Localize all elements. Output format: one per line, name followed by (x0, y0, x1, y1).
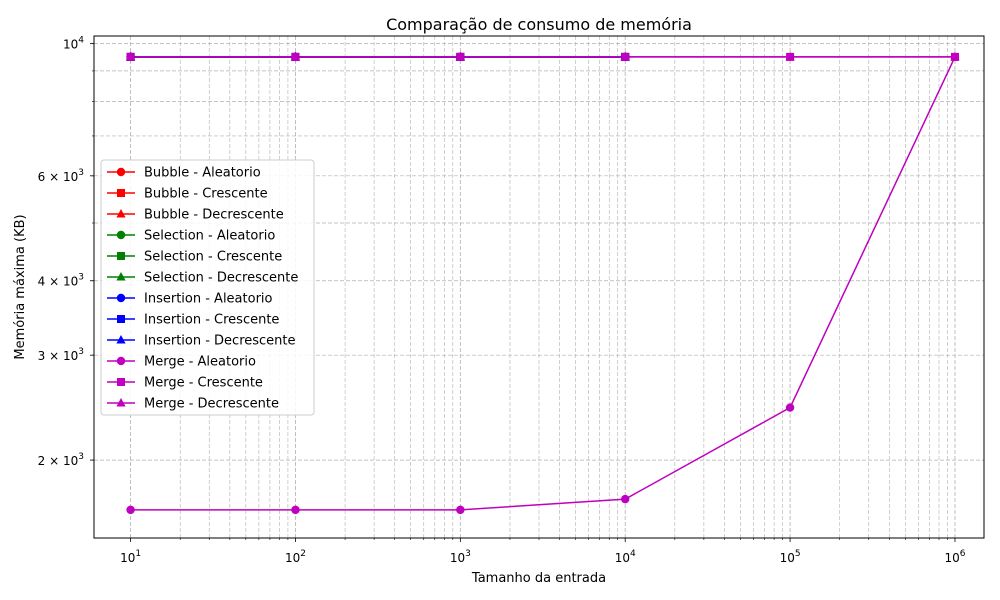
data-point-merge-decrescente (290, 51, 301, 61)
legend-label: Selection - Aleatorio (144, 229, 275, 244)
legend-label: Selection - Crescente (144, 250, 282, 265)
legend-box (100, 159, 315, 416)
legend-marker (116, 272, 126, 281)
legend-marker (116, 209, 126, 218)
legend-label: Bubble - Aleatorio (144, 166, 261, 181)
data-point-merge-aleatorio (126, 505, 135, 515)
legend-label: Insertion - Aleatorio (144, 292, 273, 307)
x-tick-label: 106 (944, 549, 965, 565)
y-axis-ticks: 2 × 103 3 × 103 4 × 103 6 × 103 104 (38, 36, 94, 468)
legend-label: Merge - Crescente (144, 376, 263, 391)
legend-marker (116, 398, 126, 407)
x-tick-label: 102 (285, 549, 306, 565)
series-lines (130, 56, 956, 511)
grid (94, 36, 984, 538)
legend-label: Merge - Decrescente (144, 397, 279, 412)
legend-marker (116, 293, 126, 303)
y-tick-label: 2 × 103 (38, 452, 84, 468)
data-point-merge-aleatorio (621, 494, 630, 504)
legend: Bubble - Aleatorio Bubble - Crescente Bubb… (100, 159, 315, 416)
data-point-merge-decrescente (125, 51, 136, 61)
legend-label: Merge - Aleatorio (144, 355, 256, 370)
legend-label: Insertion - Decrescente (144, 334, 296, 349)
legend-marker (117, 189, 125, 197)
legend-marker (116, 356, 126, 366)
y-tick-label: 4 × 103 (38, 273, 84, 289)
legend-label: Bubble - Crescente (144, 187, 268, 202)
y-axis-label: Memória máxima (KB) (13, 214, 28, 359)
y-tick-label: 3 × 103 (38, 347, 84, 363)
x-tick-label: 103 (450, 549, 471, 565)
x-tick-label: 101 (120, 549, 141, 565)
data-point-merge-aleatorio (785, 403, 795, 412)
legend-label: Bubble - Decrescente (144, 208, 284, 223)
legend-label: Insertion - Crescente (144, 313, 279, 328)
legend-marker (116, 335, 126, 344)
x-tick-label: 104 (615, 549, 636, 565)
data-point-merge-aleatorio (291, 505, 300, 515)
legend-label: Selection - Decrescente (144, 271, 298, 286)
data-point-merge-decrescente (950, 51, 960, 61)
y-tick-label: 6 × 103 (38, 168, 84, 184)
legend-marker (117, 378, 125, 386)
legend-marker (117, 252, 125, 260)
series-line-merge-aleatorio (130, 56, 956, 511)
x-tick-label: 105 (780, 549, 801, 565)
data-point-merge-decrescente (620, 51, 630, 61)
data-point-merge-decrescente (455, 51, 465, 61)
data-point-merge-aleatorio (456, 505, 465, 515)
chart-title: Comparação de consumo de memória (386, 15, 692, 34)
x-axis-ticks: 101 102 103 104 105 106 (120, 538, 966, 565)
data-point-merge-decrescente (785, 51, 795, 61)
legend-marker (117, 315, 125, 323)
y-tick-label: 104 (63, 36, 84, 52)
legend-marker (116, 167, 126, 177)
x-axis-label: Tamanho da entrada (471, 571, 606, 586)
legend-marker (116, 230, 126, 240)
series-markers (125, 51, 960, 515)
